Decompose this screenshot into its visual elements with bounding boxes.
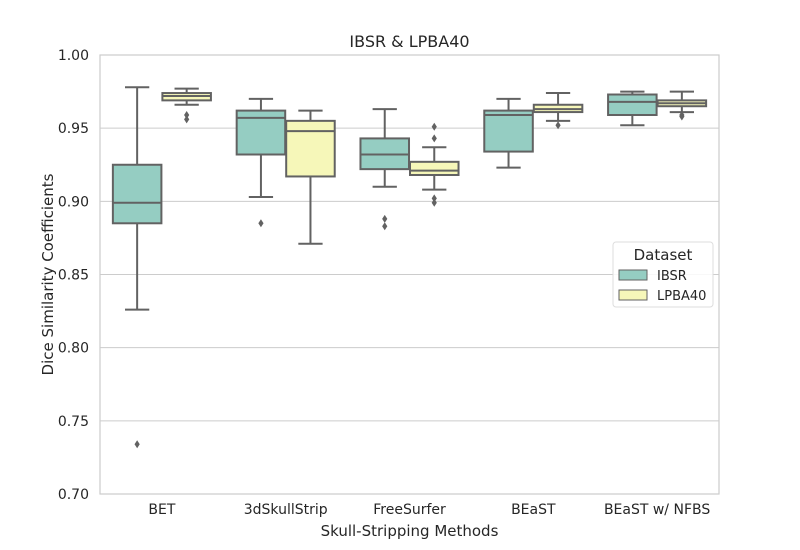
x-tick-labels: BET 3dSkullStrip FreeSurfer BEaST BEaST w/ N… bbox=[148, 502, 710, 518]
y-tick-label: 0.75 bbox=[58, 414, 89, 430]
box-lpba40-3 bbox=[532, 92, 584, 130]
y-tick-label: 0.95 bbox=[58, 121, 89, 137]
y-tick-label: 0.85 bbox=[58, 268, 89, 284]
y-tick-label: 0.90 bbox=[58, 194, 89, 210]
box-lpba40-2 bbox=[408, 122, 460, 207]
outlier-point bbox=[431, 194, 437, 203]
outlier-point bbox=[184, 115, 190, 124]
outlier-point bbox=[382, 222, 388, 231]
box-iqr bbox=[607, 93, 658, 116]
legend-title: Dataset bbox=[634, 246, 693, 264]
x-tick-label: 3dSkullStrip bbox=[244, 502, 328, 518]
x-tick-label: BEaST w/ NFBS bbox=[604, 502, 710, 518]
plot-frame bbox=[99, 54, 720, 495]
outlier-point bbox=[184, 110, 190, 119]
legend-swatch-ibsr bbox=[618, 269, 648, 281]
box-lpba40-1 bbox=[285, 109, 336, 245]
box-ibsr-0 bbox=[111, 86, 163, 449]
box-iqr bbox=[408, 160, 460, 176]
y-tick-label: 0.70 bbox=[58, 487, 89, 503]
x-tick-label: FreeSurfer bbox=[373, 502, 446, 518]
outlier-point bbox=[382, 214, 388, 223]
box-ibsr-2 bbox=[359, 108, 411, 231]
outlier-point bbox=[431, 134, 437, 143]
x-tick-label: BET bbox=[148, 502, 175, 518]
outlier-point bbox=[134, 440, 140, 449]
legend: Dataset IBSR LPBA40 bbox=[612, 241, 714, 308]
y-axis-label: Dice Similarity Coefficients bbox=[39, 173, 57, 375]
box-lpba40-4 bbox=[656, 90, 708, 121]
outlier-point bbox=[431, 198, 437, 207]
box-ibsr-3 bbox=[483, 97, 534, 169]
box-ibsr-1 bbox=[235, 97, 287, 228]
outlier-point bbox=[679, 112, 685, 121]
legend-swatch-lpba40 bbox=[618, 289, 648, 301]
box-iqr bbox=[483, 109, 534, 153]
box-ibsr-4 bbox=[607, 90, 658, 127]
y-tick-label: 1.00 bbox=[58, 48, 89, 64]
y-tick-labels: 0.70 0.75 0.80 0.85 0.90 0.95 1.00 bbox=[58, 48, 89, 503]
outlier-point bbox=[431, 122, 437, 131]
x-tick-label: BEaST bbox=[511, 502, 556, 518]
x-axis-label: Skull-Stripping Methods bbox=[321, 522, 499, 540]
legend-label-lpba40: LPBA40 bbox=[657, 289, 706, 304]
legend-label-ibsr: IBSR bbox=[657, 269, 687, 284]
box-iqr bbox=[285, 119, 336, 178]
outlier-point bbox=[258, 219, 264, 228]
box-group bbox=[111, 86, 708, 449]
chart-title: IBSR & LPBA40 bbox=[349, 32, 469, 51]
box-lpba40-0 bbox=[161, 87, 212, 124]
outlier-point bbox=[555, 121, 561, 130]
box-iqr bbox=[111, 163, 163, 225]
y-tick-label: 0.80 bbox=[58, 341, 89, 357]
